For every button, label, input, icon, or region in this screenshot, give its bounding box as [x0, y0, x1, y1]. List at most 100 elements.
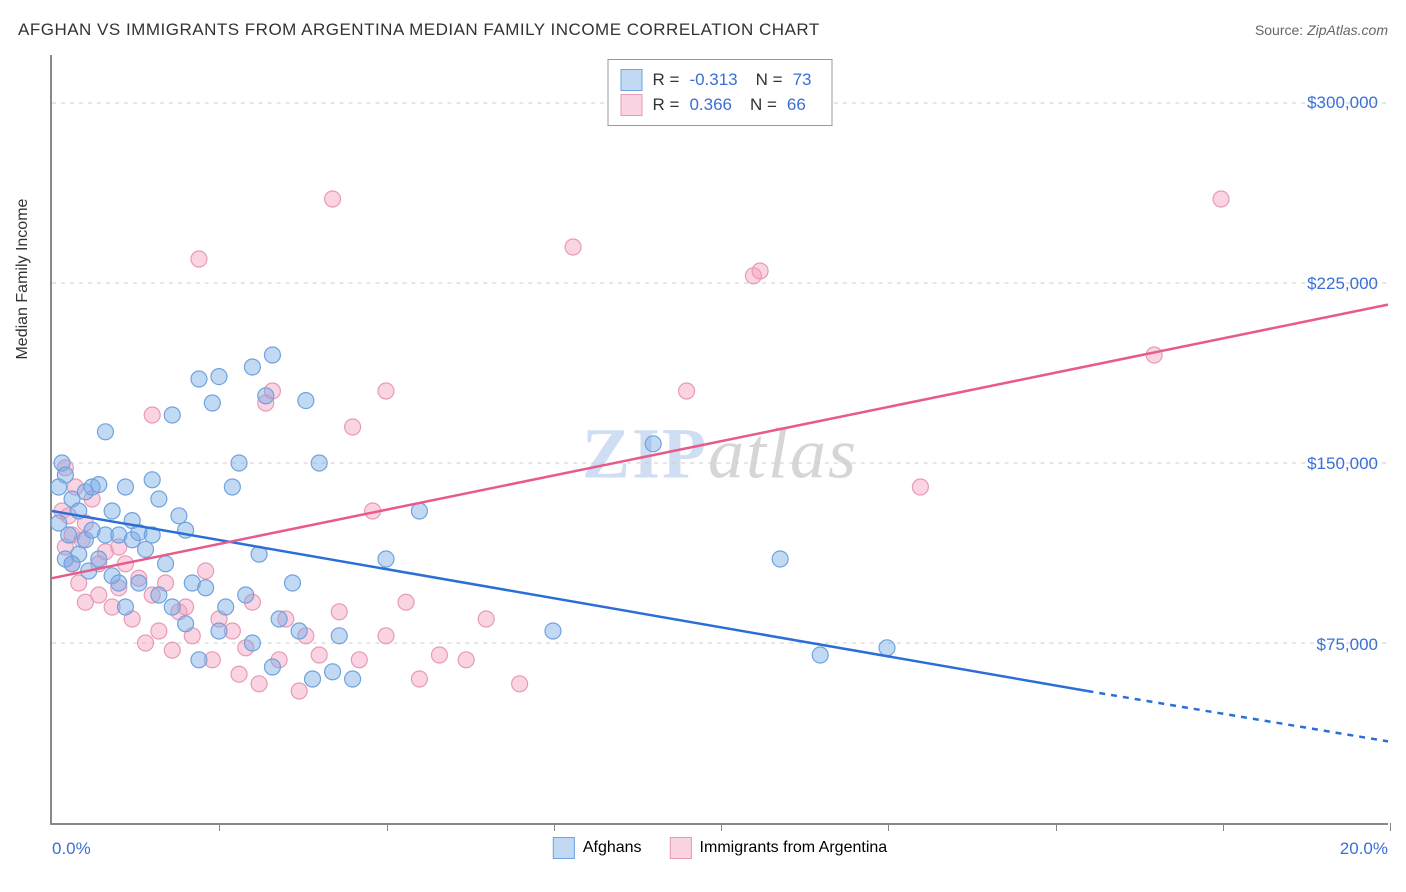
- data-point: [144, 407, 160, 423]
- x-tick: [1223, 823, 1224, 831]
- data-point: [151, 491, 167, 507]
- data-point: [231, 455, 247, 471]
- data-point: [325, 664, 341, 680]
- data-point: [264, 659, 280, 675]
- stats-row-argentina: R = 0.366 N = 66: [621, 94, 820, 116]
- data-point: [111, 575, 127, 591]
- data-point: [61, 527, 77, 543]
- data-point: [1146, 347, 1162, 363]
- data-point: [305, 671, 321, 687]
- legend-item-afghans: Afghans: [553, 837, 642, 859]
- data-point: [378, 551, 394, 567]
- data-point: [458, 652, 474, 668]
- x-tick: [721, 823, 722, 831]
- source-attribution: Source: ZipAtlas.com: [1255, 22, 1388, 38]
- data-point: [271, 611, 287, 627]
- data-point: [345, 671, 361, 687]
- trend-line: [52, 305, 1388, 579]
- data-point: [879, 640, 895, 656]
- data-point: [679, 383, 695, 399]
- x-tick: [387, 823, 388, 831]
- legend-label-afghans: Afghans: [583, 839, 642, 857]
- data-point: [772, 551, 788, 567]
- legend-swatch-afghans-icon: [553, 837, 575, 859]
- data-point: [545, 623, 561, 639]
- legend-item-argentina: Immigrants from Argentina: [670, 837, 888, 859]
- data-point: [311, 647, 327, 663]
- x-axis-min-label: 0.0%: [52, 839, 91, 859]
- data-point: [164, 599, 180, 615]
- data-point: [158, 556, 174, 572]
- data-point: [311, 455, 327, 471]
- y-tick-label: $225,000: [1307, 274, 1378, 294]
- data-point: [178, 616, 194, 632]
- data-point: [231, 666, 247, 682]
- data-point: [291, 623, 307, 639]
- data-point: [57, 467, 73, 483]
- legend-swatch-argentina-icon: [670, 837, 692, 859]
- data-point: [97, 424, 113, 440]
- r-value-a: -0.313: [689, 70, 737, 90]
- data-point: [378, 383, 394, 399]
- y-axis-title: Median Family Income: [14, 199, 32, 360]
- data-point: [117, 599, 133, 615]
- data-point: [411, 503, 427, 519]
- data-point: [812, 647, 828, 663]
- data-point: [204, 395, 220, 411]
- chart-title: AFGHAN VS IMMIGRANTS FROM ARGENTINA MEDI…: [18, 20, 820, 40]
- data-point: [645, 436, 661, 452]
- data-point: [218, 599, 234, 615]
- data-point: [224, 479, 240, 495]
- data-point: [325, 191, 341, 207]
- source-label: Source:: [1255, 22, 1307, 38]
- data-point: [244, 359, 260, 375]
- data-point: [251, 676, 267, 692]
- data-point: [164, 642, 180, 658]
- data-point: [191, 251, 207, 267]
- data-point: [398, 594, 414, 610]
- data-point: [191, 652, 207, 668]
- n-label-a: N =: [756, 70, 783, 90]
- data-point: [331, 628, 347, 644]
- x-tick: [219, 823, 220, 831]
- data-point: [144, 472, 160, 488]
- data-point: [264, 347, 280, 363]
- data-point: [512, 676, 528, 692]
- data-point: [378, 628, 394, 644]
- n-label-b: N =: [750, 95, 777, 115]
- data-point: [117, 479, 133, 495]
- stats-row-afghans: R = -0.313 N = 73: [621, 69, 820, 91]
- swatch-afghans-icon: [621, 69, 643, 91]
- data-point: [151, 587, 167, 603]
- data-point: [71, 546, 87, 562]
- data-point: [565, 239, 581, 255]
- data-point: [171, 508, 187, 524]
- data-point: [284, 575, 300, 591]
- x-tick: [1056, 823, 1057, 831]
- data-point: [1213, 191, 1229, 207]
- data-point: [91, 551, 107, 567]
- data-point: [752, 263, 768, 279]
- r-value-b: 0.366: [689, 95, 732, 115]
- n-value-a: 73: [793, 70, 812, 90]
- x-tick: [888, 823, 889, 831]
- trend-line: [1087, 691, 1388, 741]
- data-point: [151, 623, 167, 639]
- data-point: [198, 580, 214, 596]
- y-tick-label: $75,000: [1317, 635, 1378, 655]
- r-label-a: R =: [653, 70, 680, 90]
- r-label-b: R =: [653, 95, 680, 115]
- data-point: [211, 369, 227, 385]
- plot-area: ZIPatlas $75,000$150,000$225,000$300,000…: [50, 55, 1388, 825]
- legend-label-argentina: Immigrants from Argentina: [700, 839, 888, 857]
- data-point: [351, 652, 367, 668]
- correlation-stats-box: R = -0.313 N = 73 R = 0.366 N = 66: [608, 59, 833, 126]
- legend-bottom: Afghans Immigrants from Argentina: [553, 837, 887, 859]
- source-value: ZipAtlas.com: [1307, 22, 1388, 38]
- x-tick: [1390, 823, 1391, 831]
- data-point: [198, 563, 214, 579]
- data-point: [431, 647, 447, 663]
- data-point: [138, 635, 154, 651]
- data-point: [244, 635, 260, 651]
- x-tick: [554, 823, 555, 831]
